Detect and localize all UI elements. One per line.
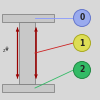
Text: 2: 2 xyxy=(79,66,85,74)
Circle shape xyxy=(74,62,90,78)
Text: 0: 0 xyxy=(79,14,85,22)
Circle shape xyxy=(74,10,90,26)
Bar xyxy=(19,22,35,84)
Bar xyxy=(2,84,54,92)
Bar xyxy=(2,14,54,22)
Circle shape xyxy=(74,34,90,52)
Text: z: z xyxy=(3,48,6,53)
Text: 1: 1 xyxy=(79,38,85,48)
